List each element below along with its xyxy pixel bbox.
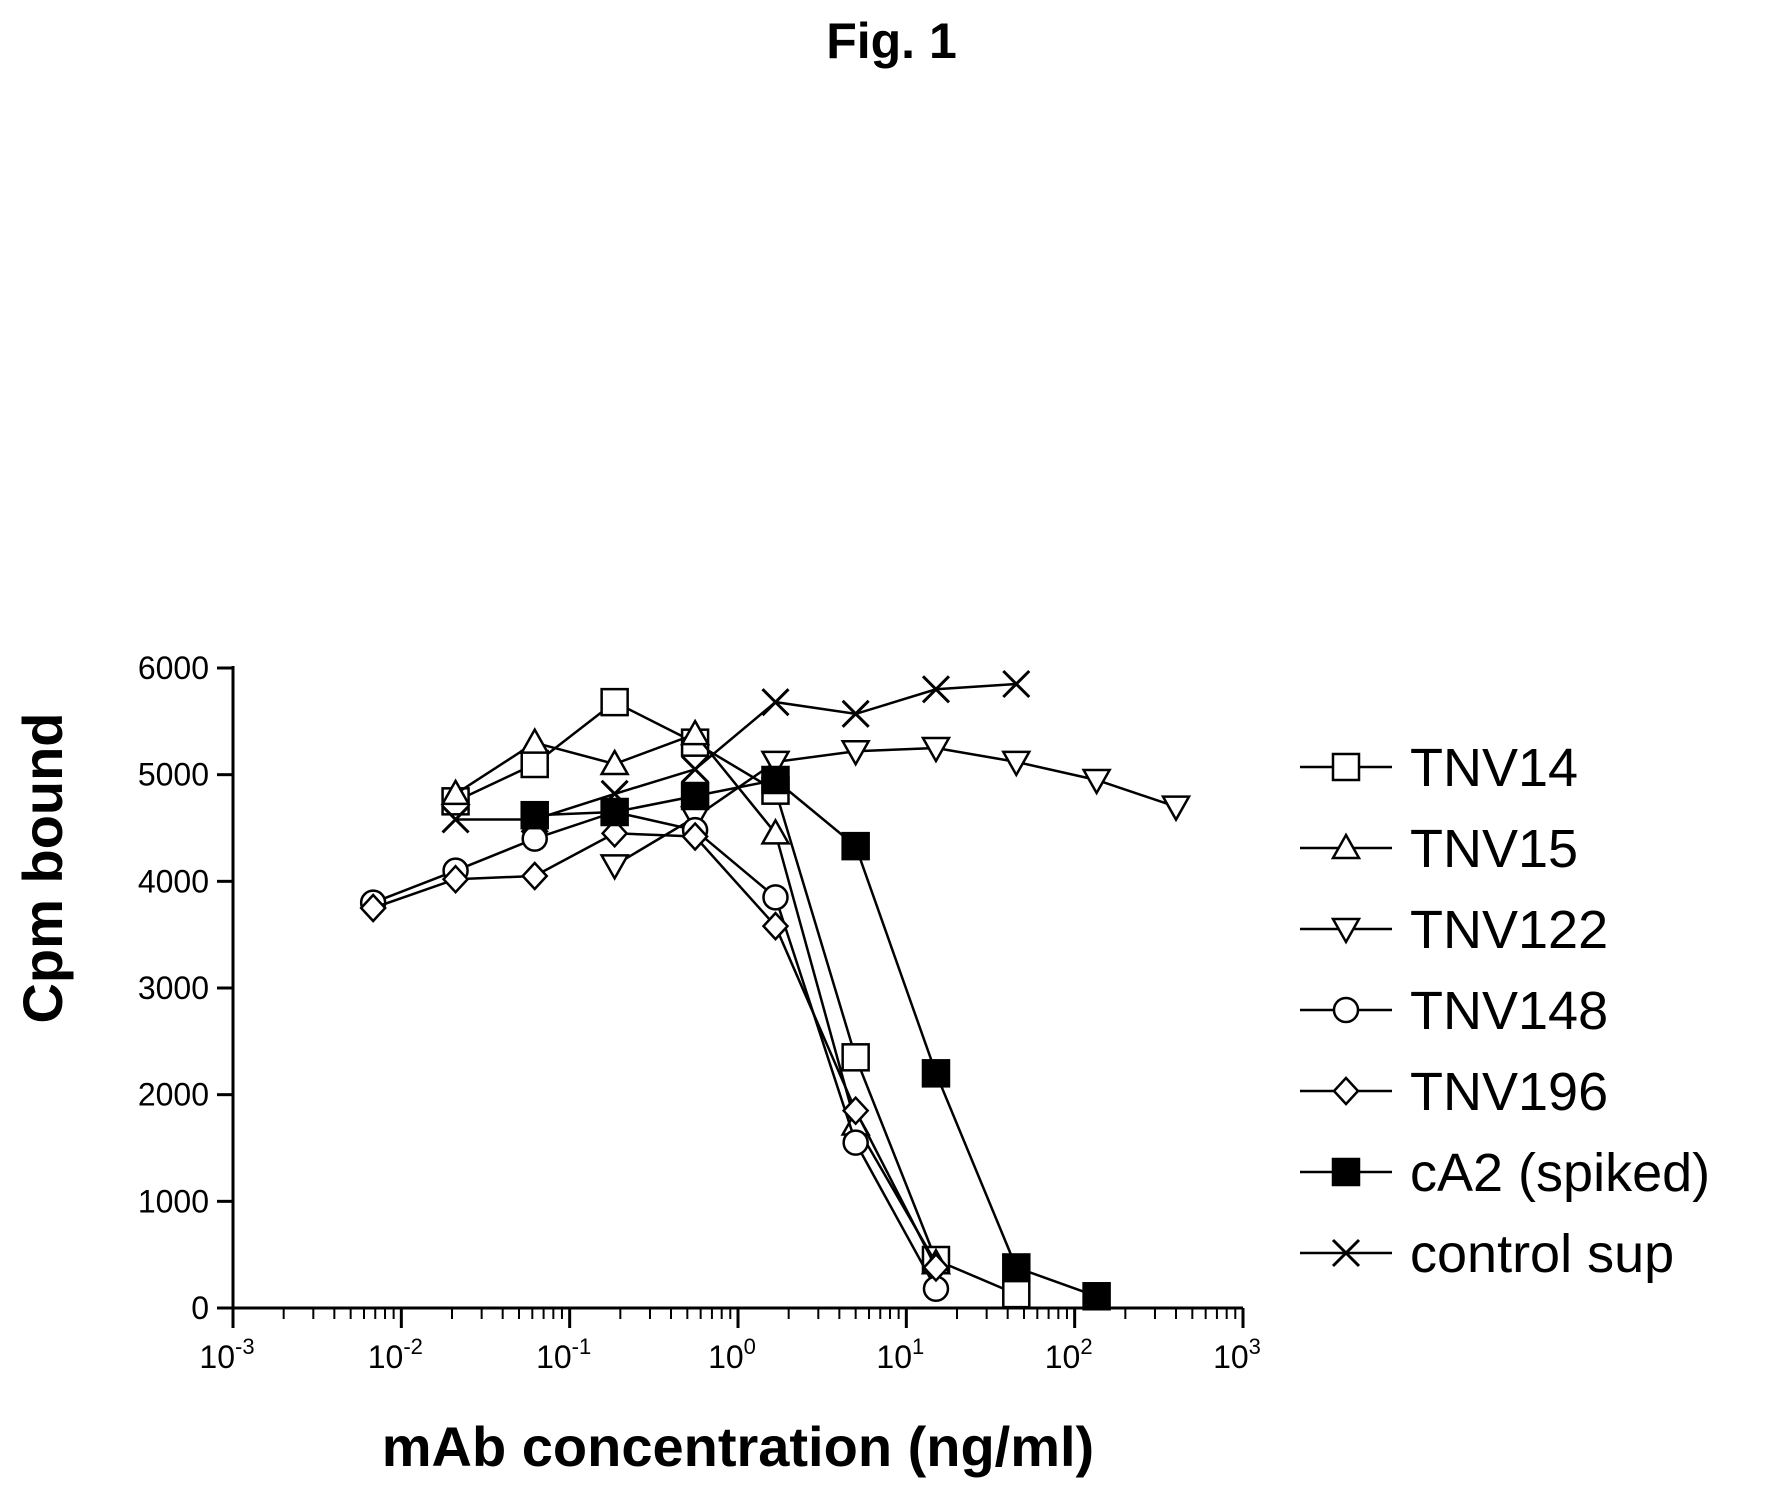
data-point-control-sup bbox=[761, 688, 790, 717]
legend-marker-tnv122 bbox=[1330, 917, 1362, 945]
legend-label-tnv14: TNV14 bbox=[1410, 738, 1578, 798]
data-point-ca2-spiked bbox=[841, 831, 870, 861]
x-tick-label: 10-2 bbox=[368, 1334, 423, 1375]
data-point-tnv196 bbox=[841, 1095, 870, 1126]
legend-label-tnv196: TNV196 bbox=[1410, 1062, 1608, 1122]
x-tick-label: 102 bbox=[1045, 1334, 1093, 1375]
data-point-tnv196 bbox=[761, 911, 790, 941]
legend-item-tnv14: TNV14 bbox=[1300, 738, 1578, 798]
series-control-sup bbox=[441, 669, 1031, 834]
data-point-tnv14 bbox=[520, 749, 549, 779]
series-line-tnv148 bbox=[372, 810, 938, 1290]
legend-item-tnv148: TNV148 bbox=[1300, 981, 1608, 1041]
series-tnv14 bbox=[441, 687, 1031, 1309]
data-point-ca2-spiked bbox=[1002, 1253, 1031, 1282]
data-point-tnv122 bbox=[599, 854, 630, 881]
y-tick-label: 1000 bbox=[138, 1183, 209, 1219]
data-point-tnv148 bbox=[521, 825, 548, 852]
figure-title: Fig. 1 bbox=[826, 13, 957, 69]
data-point-control-sup bbox=[921, 675, 951, 704]
x-tick-label: 10-3 bbox=[199, 1334, 254, 1375]
data-point-tnv148 bbox=[762, 884, 789, 911]
legend-item-ca2-spiked: cA2 (spiked) bbox=[1300, 1143, 1710, 1203]
legend-marker-ca2-spiked bbox=[1331, 1157, 1361, 1187]
legend-marker-tnv196 bbox=[1332, 1076, 1360, 1106]
x-tick-label: 103 bbox=[1213, 1334, 1261, 1375]
data-point-control-sup bbox=[520, 805, 549, 834]
legend-marker-tnv15 bbox=[1330, 832, 1362, 860]
data-point-ca2-spiked bbox=[520, 800, 549, 830]
data-point-ca2-spiked bbox=[680, 781, 710, 811]
legend-item-tnv122: TNV122 bbox=[1300, 900, 1608, 960]
data-point-control-sup bbox=[681, 755, 710, 784]
data-point-tnv15 bbox=[599, 748, 630, 776]
legend-marker-tnv14 bbox=[1331, 752, 1361, 782]
data-point-tnv196 bbox=[681, 821, 709, 852]
x-tick-label: 10-1 bbox=[536, 1334, 591, 1375]
y-tick-label: 3000 bbox=[138, 970, 209, 1006]
series-tnv196 bbox=[359, 818, 950, 1283]
y-tick-label: 5000 bbox=[138, 757, 209, 793]
data-point-tnv122 bbox=[840, 739, 871, 767]
data-point-tnv14 bbox=[600, 687, 629, 717]
data-point-ca2-spiked bbox=[761, 765, 790, 795]
data-point-tnv196 bbox=[600, 818, 629, 849]
y-tick-label: 0 bbox=[191, 1290, 209, 1326]
data-point-tnv14 bbox=[1002, 1279, 1031, 1309]
data-point-tnv196 bbox=[922, 1252, 950, 1283]
data-point-control-sup bbox=[600, 779, 629, 808]
x-tick-label: 101 bbox=[876, 1334, 924, 1375]
data-point-tnv196 bbox=[359, 893, 387, 923]
data-point-tnv196 bbox=[521, 861, 549, 891]
data-point-tnv122 bbox=[1081, 768, 1112, 796]
chart-legend: TNV14 TNV15 TNV122 TNV148 TNV196 cA2 (spiked)… bbox=[1300, 738, 1710, 1284]
y-tick-label: 6000 bbox=[138, 650, 209, 686]
data-point-tnv122 bbox=[920, 736, 952, 764]
data-point-tnv14 bbox=[841, 1043, 870, 1072]
y-tick-label: 4000 bbox=[138, 863, 209, 899]
data-point-control-sup bbox=[841, 699, 870, 728]
y-axis-title: Cpm bound bbox=[11, 712, 74, 1023]
data-point-ca2-spiked bbox=[1082, 1282, 1111, 1311]
legend-label-tnv15: TNV15 bbox=[1410, 819, 1578, 879]
legend-item-tnv15: TNV15 bbox=[1300, 819, 1578, 879]
legend-item-tnv196: TNV196 bbox=[1300, 1062, 1608, 1122]
legend-label-control-sup: control sup bbox=[1410, 1224, 1674, 1284]
legend-marker-control-sup bbox=[1331, 1238, 1361, 1268]
data-point-tnv196 bbox=[441, 864, 470, 895]
data-point-tnv15 bbox=[440, 778, 471, 806]
series-ca2-spiked bbox=[520, 765, 1111, 1311]
data-point-tnv122 bbox=[760, 750, 791, 778]
data-point-tnv15 bbox=[519, 727, 550, 754]
legend-label-tnv148: TNV148 bbox=[1410, 981, 1608, 1041]
data-point-tnv122 bbox=[1001, 750, 1032, 778]
series-tnv122 bbox=[599, 736, 1192, 881]
data-point-control-sup bbox=[1002, 669, 1031, 699]
legend-item-control-sup: control sup bbox=[1300, 1224, 1674, 1284]
series-line-control-sup bbox=[455, 682, 1017, 821]
data-point-ca2-spiked bbox=[921, 1059, 951, 1088]
data-point-tnv15 bbox=[679, 718, 711, 746]
series-line-tnv14 bbox=[455, 700, 1017, 1296]
chart-series bbox=[359, 669, 1192, 1311]
legend-marker-tnv148 bbox=[1332, 996, 1360, 1024]
y-tick-label: 2000 bbox=[138, 1077, 209, 1113]
x-axis-title: mAb concentration (ng/ml) bbox=[382, 1415, 1094, 1478]
data-point-tnv122 bbox=[1160, 795, 1192, 823]
data-point-tnv148 bbox=[842, 1129, 869, 1156]
legend-label-ca2-spiked: cA2 (spiked) bbox=[1410, 1143, 1710, 1203]
legend-label-tnv122: TNV122 bbox=[1410, 900, 1608, 960]
x-tick-label: 100 bbox=[708, 1334, 756, 1375]
data-point-control-sup bbox=[441, 805, 470, 834]
data-point-tnv15 bbox=[760, 817, 791, 845]
series-line-tnv196 bbox=[372, 832, 938, 1269]
chart-axes: 0 1000 2000 3000 4000 5000 6000 10-3 10-2 10-1 100… bbox=[138, 650, 1261, 1375]
